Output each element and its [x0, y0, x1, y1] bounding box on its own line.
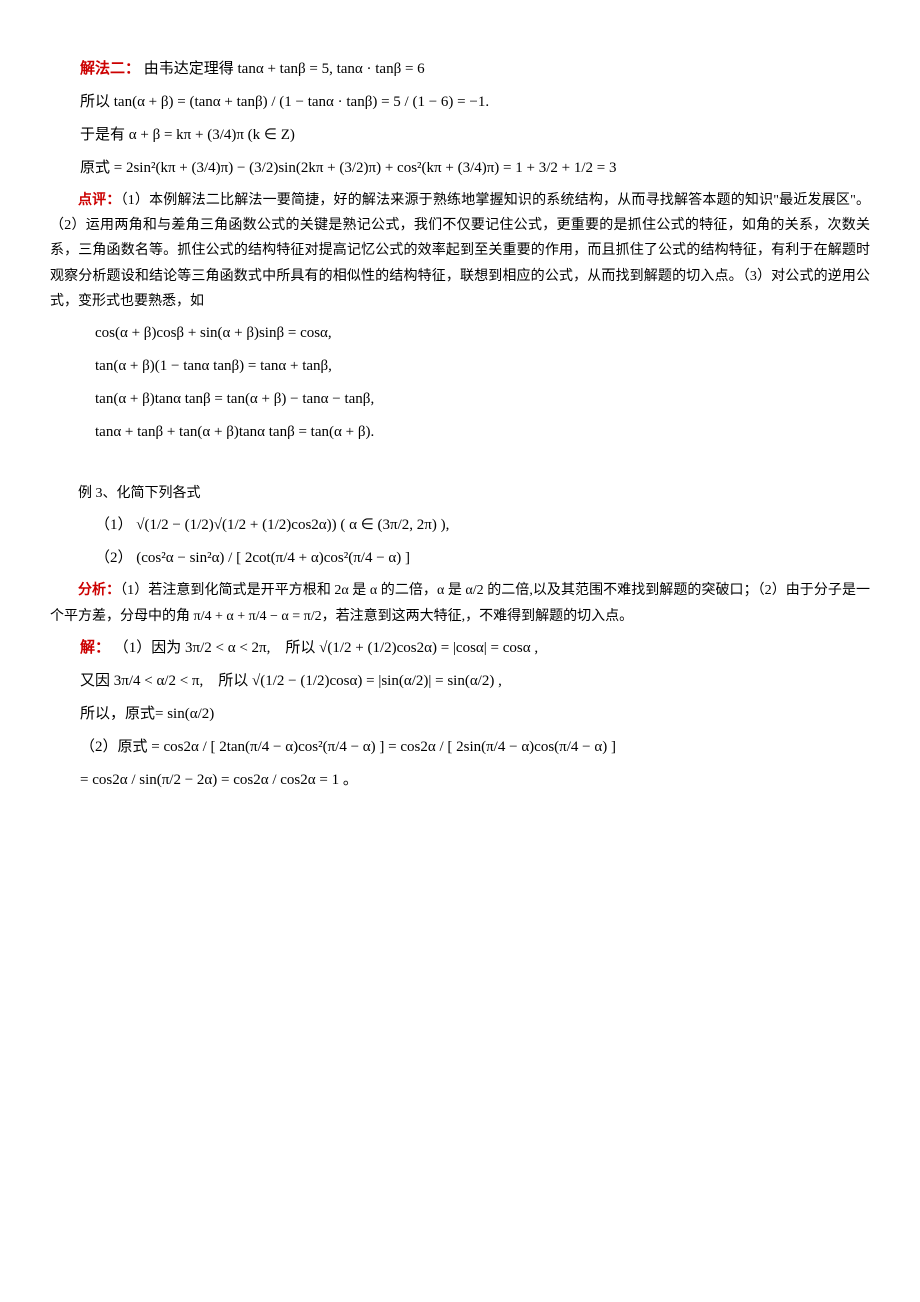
- analysis-body: （1）若注意到化简式是开平方根和 2α 是 α 的二倍，α 是 α/2 的二倍,…: [50, 583, 870, 623]
- example3-item1: （1） √(1/2 − (1/2)√(1/2 + (1/2)cos2α)) ( …: [50, 512, 870, 539]
- identity-eq3: tan(α + β)tanα tanβ = tan(α + β) − tanα …: [50, 386, 870, 413]
- solution-line5: = cos2α / sin(π/2 − 2α) = cos2α / cos2α …: [50, 767, 870, 794]
- solution-label: 解：: [80, 640, 110, 656]
- solution2-line1: 解法二： 由韦达定理得 tanα + tanβ = 5, tanα · tanβ…: [50, 56, 870, 83]
- solution2-line2: 所以 tan(α + β) = (tanα + tanβ) / (1 − tan…: [50, 89, 870, 116]
- solution-line4: （2）原式 = cos2α / [ 2tan(π/4 − α)cos²(π/4 …: [50, 734, 870, 761]
- solution2-line4: 原式 = 2sin²(kπ + (3/4)π) − (3/2)sin(2kπ +…: [50, 155, 870, 182]
- comment-paragraph: 点评：（1）本例解法二比解法一要简捷，好的解法来源于熟练地掌握知识的系统结构，从…: [50, 188, 870, 314]
- comment-body: （1）本例解法二比解法一要简捷，好的解法来源于熟练地掌握知识的系统结构，从而寻找…: [50, 193, 870, 309]
- example3-item2-expr: (cos²α − sin²α) / [ 2cot(π/4 + α)cos²(π/…: [136, 550, 410, 566]
- solution-line3: 所以，原式= sin(α/2): [50, 701, 870, 728]
- example3-item2: （2） (cos²α − sin²α) / [ 2cot(π/4 + α)cos…: [50, 545, 870, 572]
- solution2-line3: 于是有 α + β = kπ + (3/4)π (k ∈ Z): [50, 122, 870, 149]
- example3-item1-label: （1）: [95, 517, 133, 533]
- identity-eq2: tan(α + β)(1 − tanα tanβ) = tanα + tanβ,: [50, 353, 870, 380]
- identity-eq4: tanα + tanβ + tan(α + β)tanα tanβ = tan(…: [50, 419, 870, 446]
- solution-line1: 解： （1）因为 3π/2 < α < 2π, 所以 √(1/2 + (1/2)…: [50, 635, 870, 662]
- comment-label: 点评：: [78, 193, 121, 208]
- solution2-label: 解法二：: [80, 61, 140, 77]
- identity-eq1: cos(α + β)cosβ + sin(α + β)sinβ = cosα,: [50, 320, 870, 347]
- solution-text1: （1）因为 3π/2 < α < 2π, 所以 √(1/2 + (1/2)cos…: [114, 640, 538, 656]
- solution2-text1: 由韦达定理得 tanα + tanβ = 5, tanα · tanβ = 6: [144, 61, 425, 77]
- solution-line2: 又因 3π/4 < α/2 < π, 所以 √(1/2 − (1/2)cosα)…: [50, 668, 870, 695]
- analysis-paragraph: 分析：（1）若注意到化简式是开平方根和 2α 是 α 的二倍，α 是 α/2 的…: [50, 578, 870, 628]
- example3-item2-label: （2）: [95, 550, 133, 566]
- example3-item1-expr: √(1/2 − (1/2)√(1/2 + (1/2)cos2α)) ( α ∈ …: [136, 517, 449, 533]
- analysis-label: 分析：: [78, 583, 120, 598]
- document-body: 解法二： 由韦达定理得 tanα + tanβ = 5, tanα · tanβ…: [50, 56, 870, 794]
- example3-title: 例 3、化简下列各式: [50, 481, 870, 506]
